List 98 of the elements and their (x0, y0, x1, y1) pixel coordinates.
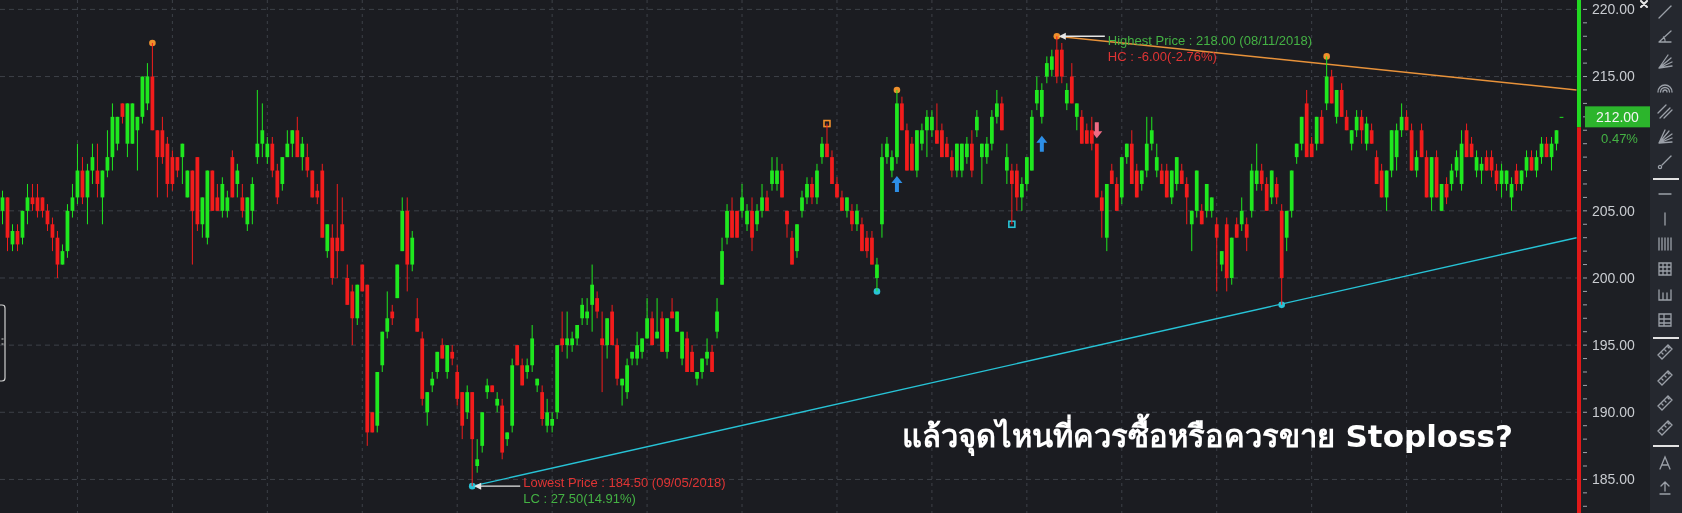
candlestick (465, 384, 470, 420)
text: 212.00 (1596, 108, 1640, 125)
candlestick (425, 391, 430, 427)
candlestick (1189, 210, 1194, 252)
candlestick (430, 371, 435, 393)
candlestick (240, 183, 245, 219)
y-tick-label: 195.00 (1592, 337, 1636, 354)
candlestick (715, 297, 719, 339)
candlestick (1004, 143, 1009, 185)
candlestick (600, 311, 604, 393)
candlestick (440, 337, 445, 360)
annotation: LC : 27.50(14.91%) (523, 491, 636, 506)
candlestick (1109, 163, 1114, 185)
candlestick (765, 190, 769, 212)
y-tick-label: 215.00 (1592, 68, 1636, 85)
candlestick (840, 190, 844, 212)
candlestick (850, 203, 854, 232)
candlestick (1219, 250, 1224, 272)
candlestick (645, 297, 649, 339)
point (149, 39, 156, 47)
candlestick (450, 344, 455, 366)
candlestick (655, 297, 659, 339)
candlestick (800, 190, 804, 219)
candlestick (1074, 102, 1079, 131)
y-tick-label: 200.00 (1592, 269, 1636, 286)
candlestick (1354, 109, 1359, 138)
candlestick (260, 102, 265, 158)
candlestick (1274, 176, 1279, 205)
text: แล้วจุดไหนที่ควรซื้อหรือควรขาย Stoploss? (901, 413, 1513, 456)
point (1091, 122, 1103, 139)
candlestick (1349, 129, 1354, 151)
candlestick (785, 210, 789, 239)
candlestick (1089, 116, 1094, 151)
candlestick (285, 129, 290, 158)
candlestick (265, 136, 270, 165)
candlestick (1049, 49, 1054, 78)
candlestick (565, 311, 570, 360)
candlestick (1259, 163, 1264, 192)
candlestick (805, 176, 809, 205)
y-tick-label: 205.00 (1592, 202, 1636, 219)
candlestick (520, 358, 525, 386)
candlestick (855, 203, 859, 232)
candlestick (485, 378, 490, 400)
candlestick (290, 129, 295, 158)
candlestick (1234, 217, 1239, 239)
candlestick (705, 337, 709, 366)
candlestick (1369, 123, 1374, 145)
candlestick (590, 264, 594, 333)
candlestick (740, 183, 744, 219)
candlestick (1099, 190, 1104, 239)
candlestick (255, 89, 260, 165)
candlestick (525, 358, 530, 380)
candlestick (1214, 217, 1219, 292)
candlestick (300, 136, 305, 172)
candlestick (235, 163, 240, 198)
y-tick-label: 220.00 (1592, 1, 1636, 18)
candlestick (890, 149, 894, 178)
candlestick (975, 109, 979, 138)
candlestick (1064, 82, 1069, 111)
candlestick (1359, 109, 1364, 145)
candlestick (760, 183, 764, 219)
candlestick (1019, 176, 1024, 212)
y-tick-label: 190.00 (1592, 404, 1636, 421)
candlestick (560, 311, 565, 353)
candlestick (755, 203, 759, 232)
candlestick (385, 290, 390, 339)
candlestick (950, 149, 954, 178)
point (1036, 135, 1048, 152)
candlestick (810, 176, 814, 205)
candlestick (545, 398, 550, 433)
point (891, 175, 903, 192)
candlestick (435, 351, 440, 380)
candlestick (305, 143, 310, 178)
candlestick (580, 297, 585, 326)
candlestick (845, 196, 849, 219)
candlestick (595, 290, 599, 319)
candlestick (695, 371, 699, 386)
candlestick (1244, 217, 1249, 252)
candlestick (820, 136, 824, 165)
candlestick (495, 391, 500, 413)
candlestick (885, 136, 889, 165)
annotation: Lowest Price : 184.50 (09/05/2018) (523, 475, 726, 490)
candlestick (1179, 163, 1184, 185)
candlestick (475, 438, 480, 474)
candlestick (1364, 116, 1369, 151)
candlestick (1149, 116, 1154, 151)
candlestick (1154, 143, 1159, 178)
annotation: HC : -6.00(-2.76%) (1107, 49, 1217, 65)
candlestick (745, 203, 749, 232)
candlestick (710, 344, 714, 373)
candlestick (875, 257, 879, 292)
candlestick (995, 89, 999, 125)
text: 0.47% (1601, 130, 1639, 146)
candlestick (1184, 176, 1189, 225)
y-tick-label: 185.00 (1592, 471, 1636, 488)
candlestick (1239, 196, 1244, 232)
candlestick (415, 297, 420, 333)
candlestick (390, 304, 395, 326)
